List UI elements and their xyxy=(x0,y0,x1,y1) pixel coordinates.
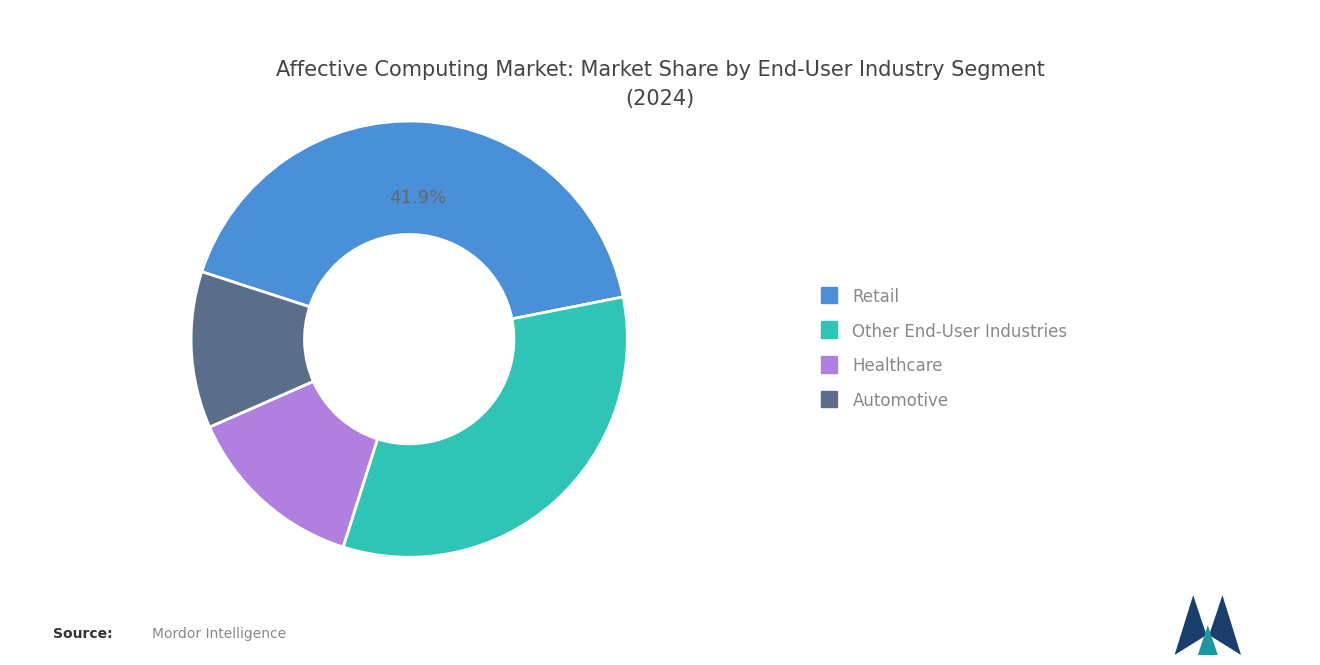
Text: Affective Computing Market: Market Share by End-User Industry Segment
(2024): Affective Computing Market: Market Share… xyxy=(276,60,1044,110)
Wedge shape xyxy=(202,121,623,319)
Legend: Retail, Other End-User Industries, Healthcare, Automotive: Retail, Other End-User Industries, Healt… xyxy=(814,281,1074,417)
Wedge shape xyxy=(343,297,627,557)
Text: 41.9%: 41.9% xyxy=(389,189,446,207)
Wedge shape xyxy=(210,381,378,547)
Text: Mordor Intelligence: Mordor Intelligence xyxy=(152,627,286,642)
Wedge shape xyxy=(191,272,313,427)
Text: Source:: Source: xyxy=(53,627,112,642)
